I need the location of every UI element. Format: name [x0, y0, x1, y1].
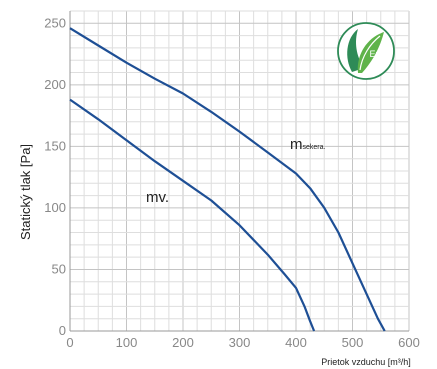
x-tick-label: 100: [116, 335, 138, 350]
erp-badge-year: 2018: [370, 62, 384, 68]
y-tick-label: 150: [44, 138, 66, 153]
x-tick-label: 0: [66, 335, 73, 350]
curve-mv: [69, 98, 316, 332]
x-tick-label: 200: [172, 335, 194, 350]
x-tick-label: 300: [229, 335, 251, 350]
x-tick-label: 500: [342, 335, 364, 350]
x-tick-label: 600: [398, 335, 420, 350]
x-tick-label: 400: [285, 335, 307, 350]
curve-label-sekera-main: m: [290, 136, 303, 153]
y-tick-label: 100: [44, 200, 66, 215]
erp-badge-title: ErP: [369, 49, 384, 59]
curve-label-mv: mv.: [146, 189, 169, 206]
x-axis-label: Prietok vzduchu [m³/h]: [321, 357, 411, 367]
curve-label-sekera: msekera.: [290, 136, 326, 153]
curve-sekera: [69, 27, 386, 332]
erp-leaf-icon: [347, 29, 384, 73]
y-axis-label: Statický tlak [Pa]: [18, 144, 33, 240]
y-tick-label: 200: [44, 77, 66, 92]
y-tick-label: 0: [59, 323, 66, 338]
axes: [69, 11, 409, 332]
tick-labels: 0 100 200 300 400 500 600 0 50 100 150 200 250: [44, 15, 420, 350]
erp-badge: ErP 2018: [337, 22, 395, 80]
curve-label-sekera-sub: sekera.: [303, 144, 326, 151]
y-tick-label: 50: [52, 261, 66, 276]
curves: [69, 27, 386, 332]
y-tick-label: 250: [44, 15, 66, 30]
